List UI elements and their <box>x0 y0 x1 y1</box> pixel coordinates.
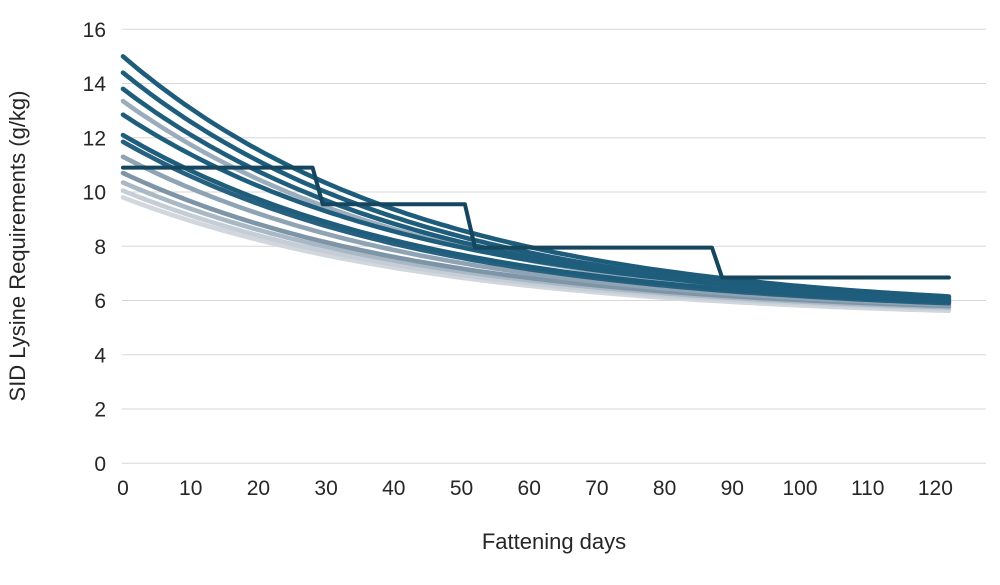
y-axis-tick-labels: 0 2 4 6 8 10 12 14 16 <box>83 19 107 476</box>
x-tick-label-20: 20 <box>247 477 270 500</box>
x-tick-label-120: 120 <box>918 477 953 500</box>
y-tick-label-0: 0 <box>94 453 106 476</box>
y-tick-label-14: 14 <box>83 73 107 96</box>
series-curve-teal-5 <box>120 132 952 305</box>
x-axis-tick-labels: 0 10 20 30 40 50 60 70 80 90 100 110 120 <box>117 477 953 500</box>
series-step-feeding-program <box>121 165 951 280</box>
x-tick-label-40: 40 <box>382 477 405 500</box>
x-tick-label-10: 10 <box>179 477 202 500</box>
x-tick-label-50: 50 <box>450 477 473 500</box>
y-tick-label-10: 10 <box>83 182 106 205</box>
y-tick-label-2: 2 <box>94 399 106 422</box>
y-tick-label-4: 4 <box>94 344 106 367</box>
series-curve-teal-2 <box>120 70 952 302</box>
x-tick-label-80: 80 <box>653 477 676 500</box>
x-tick-label-90: 90 <box>721 477 744 500</box>
x-tick-label-60: 60 <box>518 477 541 500</box>
y-tick-label-8: 8 <box>94 236 106 259</box>
y-tick-label-12: 12 <box>83 127 106 150</box>
x-tick-label-100: 100 <box>782 477 817 500</box>
x-tick-label-70: 70 <box>585 477 608 500</box>
y-axis-title: SID Lysine Requirements (g/kg) <box>5 91 30 402</box>
x-axis-title: Fattening days <box>482 529 626 554</box>
x-tick-label-110: 110 <box>851 477 884 500</box>
x-tick-label-0: 0 <box>117 477 129 500</box>
x-tick-label-30: 30 <box>314 477 337 500</box>
y-tick-label-16: 16 <box>83 19 106 42</box>
series-lines <box>120 54 952 314</box>
y-tick-label-6: 6 <box>94 290 106 313</box>
